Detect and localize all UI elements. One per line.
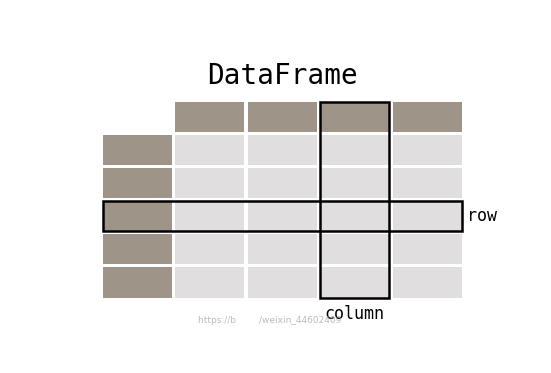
Bar xyxy=(175,102,245,132)
Bar xyxy=(103,102,172,132)
Bar xyxy=(393,201,462,231)
Bar xyxy=(393,135,462,165)
Bar xyxy=(393,102,462,132)
Bar xyxy=(103,135,172,165)
Bar xyxy=(320,102,390,298)
Text: DataFrame: DataFrame xyxy=(207,62,358,90)
Bar xyxy=(393,267,462,298)
Bar xyxy=(320,267,390,298)
Bar xyxy=(248,168,317,198)
Bar xyxy=(103,267,172,298)
Bar xyxy=(103,201,462,231)
Bar xyxy=(175,168,245,198)
Bar xyxy=(175,135,245,165)
Bar xyxy=(103,234,172,264)
Bar xyxy=(320,102,390,132)
Bar xyxy=(320,168,390,198)
Bar xyxy=(103,168,172,198)
Bar xyxy=(320,201,390,231)
Text: https://b        /weixin_44602409: https://b /weixin_44602409 xyxy=(198,316,341,325)
Bar xyxy=(103,201,172,231)
Bar xyxy=(248,267,317,298)
Bar xyxy=(248,201,317,231)
Bar xyxy=(393,168,462,198)
Text: row: row xyxy=(467,207,497,225)
Bar xyxy=(175,234,245,264)
Text: column: column xyxy=(325,305,385,323)
Bar xyxy=(320,234,390,264)
Bar xyxy=(248,234,317,264)
Bar xyxy=(175,267,245,298)
Bar xyxy=(248,102,317,132)
Bar xyxy=(320,135,390,165)
Bar xyxy=(248,135,317,165)
Bar xyxy=(393,234,462,264)
Bar xyxy=(175,201,245,231)
